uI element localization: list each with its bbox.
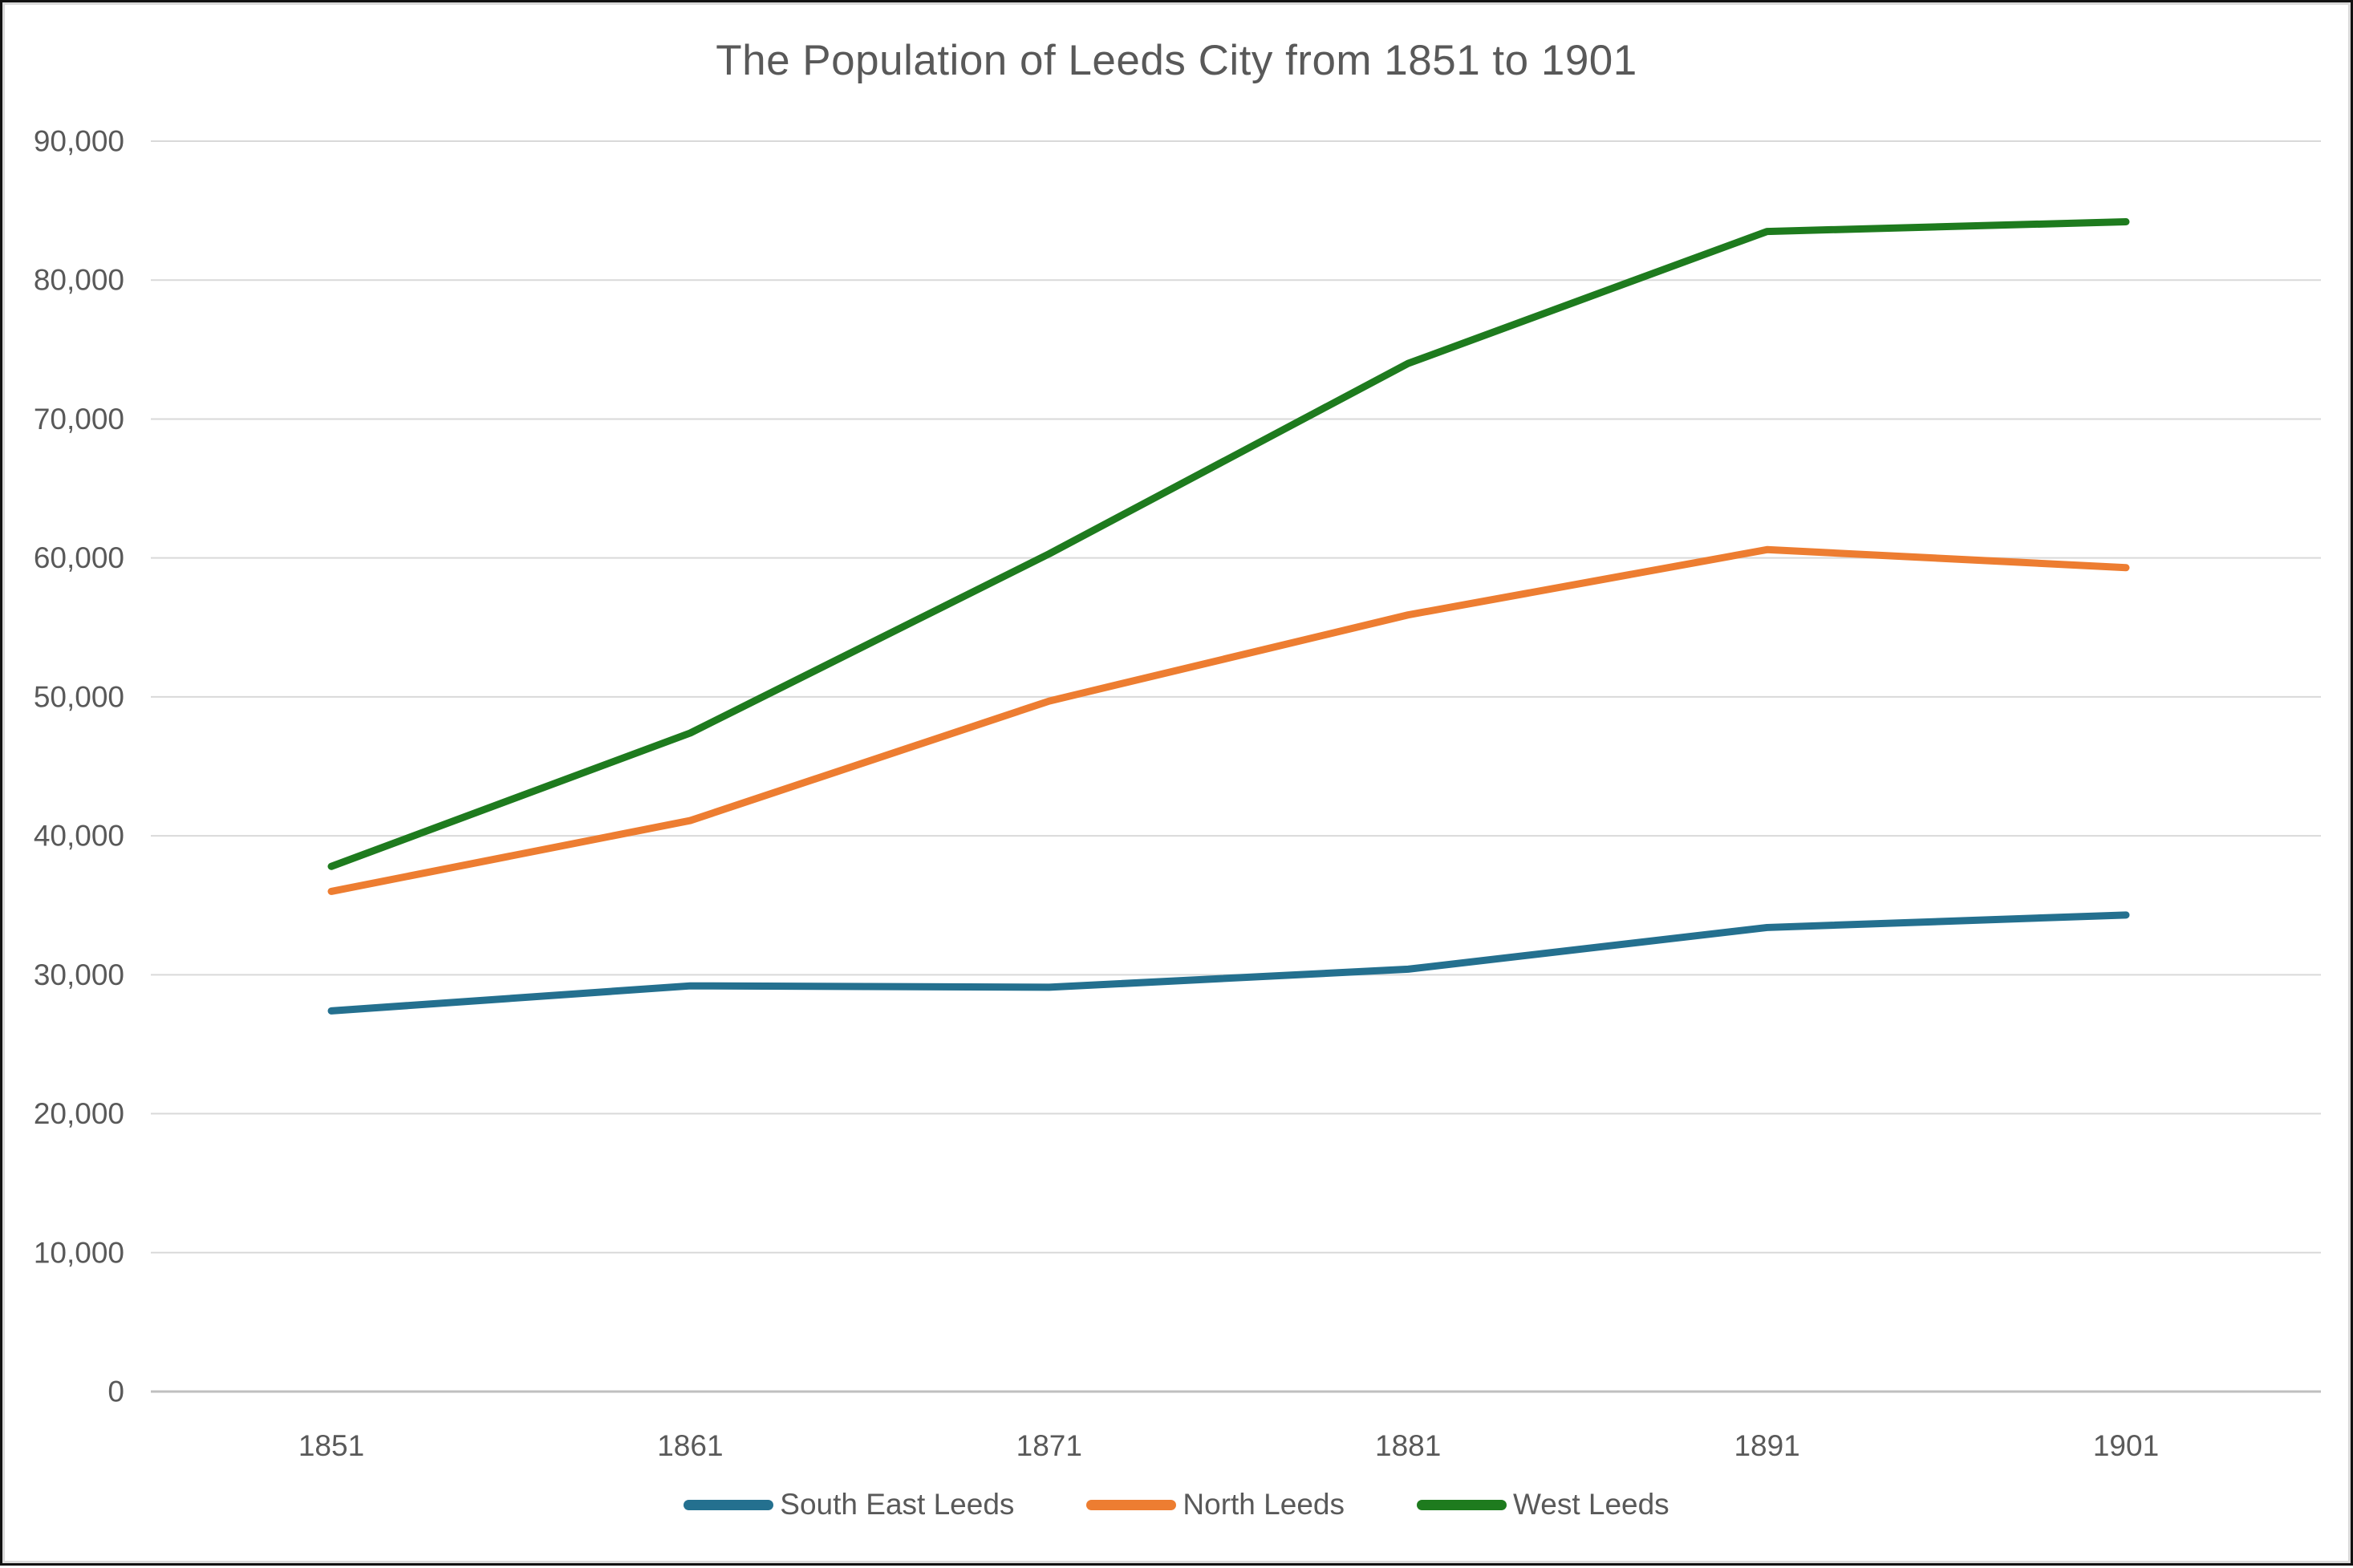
y-tick-label: 60,000 [34, 541, 124, 574]
y-tick-label: 10,000 [34, 1236, 124, 1269]
y-tick-label: 30,000 [34, 958, 124, 991]
legend: South East Leeds North Leeds West Leeds [2, 1488, 2351, 1521]
legend-swatch-south-east-leeds [684, 1499, 774, 1510]
series-line-south-east-leeds [327, 911, 2130, 1015]
legend-swatch-north-leeds [1086, 1499, 1177, 1510]
x-tick-label: 1891 [1734, 1429, 1799, 1462]
series-line-north-leeds [327, 545, 2130, 895]
x-tick-label: 1871 [1016, 1429, 1082, 1462]
x-tick-label: 1901 [2093, 1429, 2159, 1462]
x-tick-label: 1861 [657, 1429, 723, 1462]
legend-item-west-leeds: West Leeds [1416, 1488, 1669, 1521]
y-tick-label: 70,000 [34, 403, 124, 436]
x-tick-label: 1881 [1375, 1429, 1441, 1462]
y-tick-label: 40,000 [34, 820, 124, 853]
legend-label-south-east-leeds: South East Leeds [780, 1488, 1015, 1521]
legend-swatch-west-leeds [1416, 1499, 1507, 1510]
x-tick-label: 1851 [298, 1429, 364, 1462]
series-line-west-leeds [327, 217, 2130, 870]
legend-label-west-leeds: West Leeds [1512, 1488, 1669, 1521]
y-tick-label: 80,000 [34, 264, 124, 297]
y-tick-label: 0 [108, 1376, 124, 1408]
y-tick-label: 20,000 [34, 1097, 124, 1130]
y-tick-label: 90,000 [34, 125, 124, 158]
legend-label-north-leeds: North Leeds [1183, 1488, 1345, 1521]
y-tick-label: 50,000 [34, 680, 124, 713]
legend-item-north-leeds: North Leeds [1086, 1488, 1345, 1521]
chart-title: The Population of Leeds City from 1851 t… [716, 37, 1637, 84]
legend-item-south-east-leeds: South East Leeds [684, 1488, 1014, 1521]
